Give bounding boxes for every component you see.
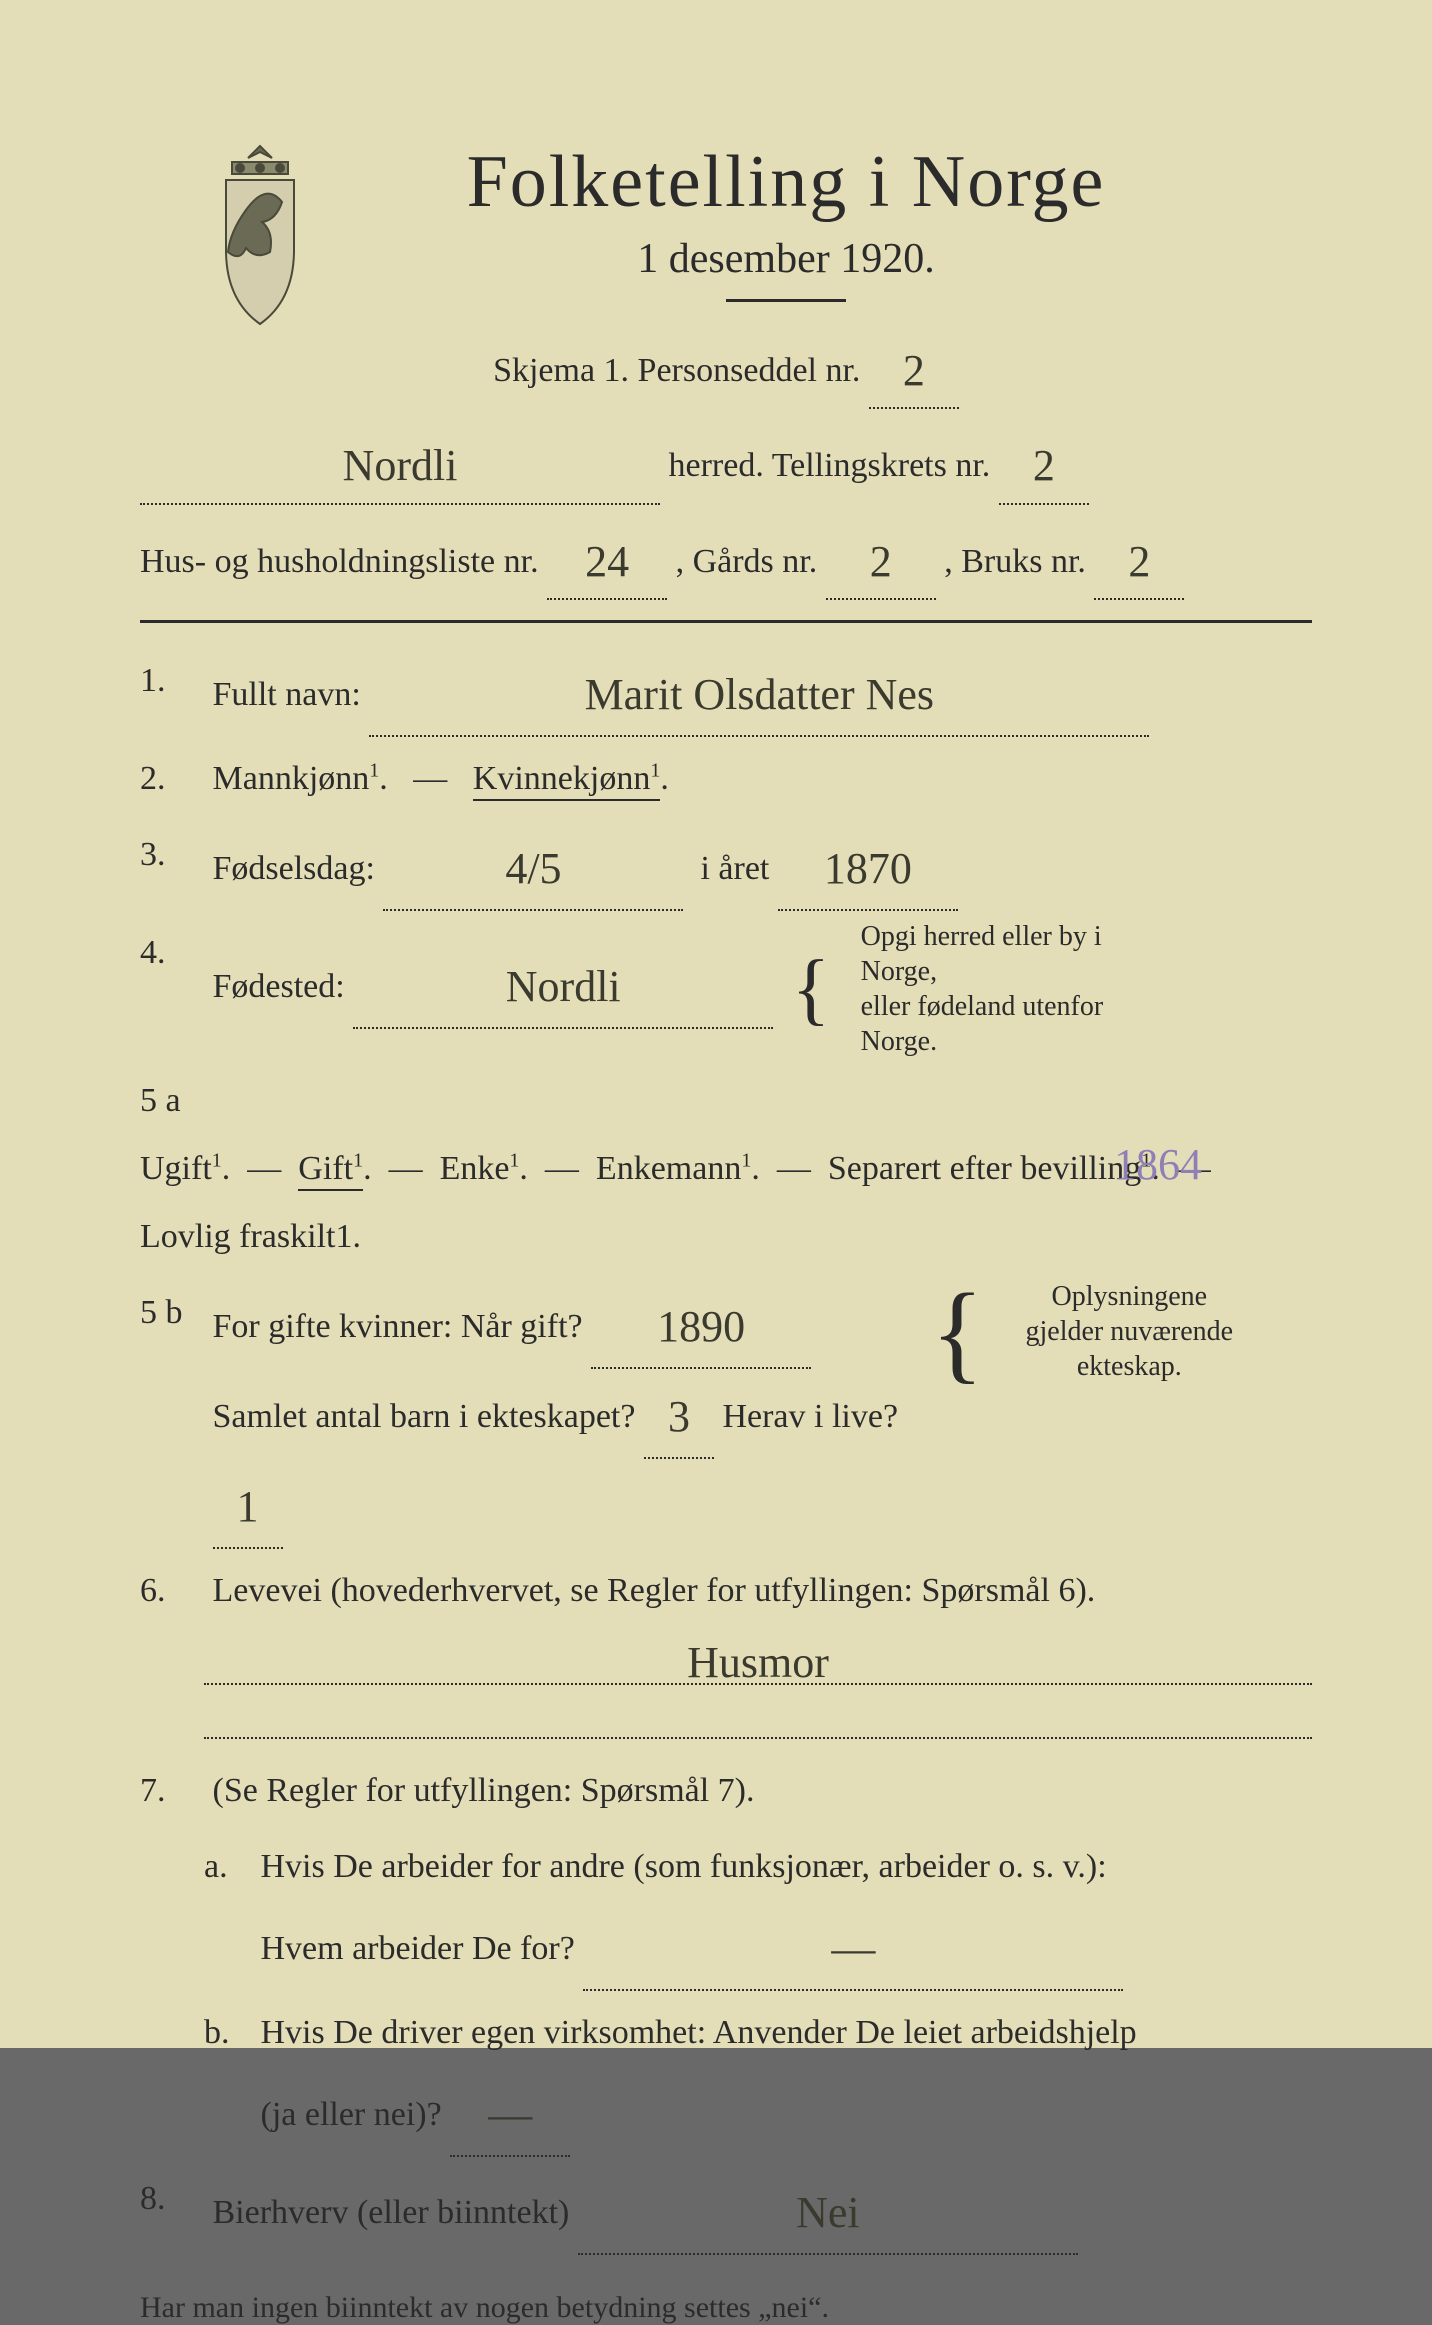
bruks-label: , Bruks nr.: [944, 543, 1086, 580]
q6-fill-blank: [204, 1687, 1312, 1739]
form-subtitle: 1 desember 1920.: [260, 235, 1312, 283]
q4: 4. Fødested: Nordli { Opgi herred eller …: [140, 919, 1312, 1059]
q7a-value: —: [831, 1924, 875, 1973]
q8-label: Bierhverv (eller biinntekt): [213, 2194, 570, 2231]
q8-num: 8.: [140, 2165, 204, 2233]
husliste-nr: 24: [585, 537, 629, 586]
brace-icon: {: [931, 1299, 984, 1365]
title-separator: [726, 299, 846, 302]
gards-label: , Gårds nr.: [676, 543, 818, 580]
q2-mann: Mannkjønn1.: [213, 760, 388, 797]
q4-note: Opgi herred eller by i Norge, eller føde…: [861, 919, 1171, 1059]
brace-icon: {: [792, 965, 830, 1013]
q3-year: 1870: [824, 844, 912, 893]
husliste-label: Hus- og husholdningsliste nr.: [140, 543, 539, 580]
q2-kvinne-selected: Kvinnekjønn1: [473, 760, 661, 801]
q6-label: Levevei (hovederhvervet, se Regler for u…: [213, 1572, 1096, 1609]
husliste-line: Hus- og husholdningsliste nr. 24 , Gårds…: [140, 517, 1312, 600]
q3: 3. Fødselsdag: 4/5 i året 1870: [140, 821, 1312, 911]
q2-num: 2.: [140, 745, 204, 813]
gards-nr: 2: [870, 537, 892, 586]
q3-num: 3.: [140, 821, 204, 889]
q5b-ilive: 1: [237, 1482, 259, 1531]
q3-label: Fødselsdag:: [213, 850, 375, 887]
q6-value: Husmor: [687, 1638, 829, 1687]
q6-num: 6.: [140, 1557, 204, 1625]
coat-of-arms-icon: [190, 140, 330, 340]
meta-block: Skjema 1. Personseddel nr. 2 Nordli herr…: [140, 326, 1312, 600]
q4-num: 4.: [140, 919, 204, 987]
q1-label: Fullt navn:: [213, 676, 361, 713]
q5a-num: 5 a: [140, 1067, 204, 1135]
q5b-barn: 3: [668, 1392, 690, 1441]
tellingskrets-nr: 2: [1033, 441, 1055, 490]
q5a-body: Ugift1. — Gift1. — Enke1. — Enkemann1. —…: [140, 1135, 1242, 1271]
q7a-body: Hvis De arbeider for andre (som funksjon…: [261, 1833, 1299, 1991]
form-header: Folketelling i Norge 1 desember 1920.: [260, 140, 1312, 302]
q7a: a. Hvis De arbeider for andre (som funks…: [140, 1833, 1312, 1991]
personseddel-nr: 2: [903, 346, 925, 395]
personseddel-label: Skjema 1. Personseddel nr.: [493, 352, 860, 389]
q7a-label: a.: [204, 1833, 252, 1901]
q3-day: 4/5: [505, 844, 561, 893]
q7: 7. (Se Regler for utfyllingen: Spørsmål …: [140, 1757, 1312, 1825]
q8-value: Nei: [796, 2188, 860, 2237]
q5b-note: Oplysningene gjelder nuværende ekteskap.: [1014, 1279, 1244, 1384]
q3-year-label: i året: [700, 850, 769, 887]
herred-value: Nordli: [343, 441, 458, 490]
q2: 2. Mannkjønn1. — Kvinnekjønn1.: [140, 745, 1312, 813]
q7b-label: b.: [204, 1999, 252, 2067]
q4-label: Fødested:: [213, 968, 345, 1005]
q4-value: Nordli: [506, 962, 621, 1011]
q5b-num: 5 b: [140, 1279, 204, 1347]
q5a: 5 a Ugift1. — Gift1. — Enke1. — Enkemann…: [140, 1067, 1312, 1271]
q2-dash: —: [413, 760, 447, 797]
census-form-page: Folketelling i Norge 1 desember 1920. Sk…: [0, 0, 1432, 2048]
footer-note: Har man ingen biinntekt av nogen betydni…: [140, 2291, 1312, 2325]
personseddel-line: Skjema 1. Personseddel nr. 2: [140, 326, 1312, 409]
q7b: b. Hvis De driver egen virksomhet: Anven…: [140, 1999, 1312, 2157]
q6-fill: Husmor: [204, 1633, 1312, 1685]
q7b-body: Hvis De driver egen virksomhet: Anvender…: [261, 1999, 1299, 2157]
purple-annotation: 1864: [1114, 1121, 1202, 1209]
q7-num: 7.: [140, 1757, 204, 1825]
q7-label: (Se Regler for utfyllingen: Spørsmål 7).: [213, 1772, 755, 1809]
q1-num: 1.: [140, 647, 204, 715]
q8: 8. Bierhverv (eller biinntekt) Nei: [140, 2165, 1312, 2255]
herred-label: herred. Tellingskrets nr.: [669, 447, 991, 484]
q6: 6. Levevei (hovederhvervet, se Regler fo…: [140, 1557, 1312, 1625]
q5b-body: For gifte kvinner: Når gift? 1890 Samlet…: [213, 1279, 913, 1549]
q5b-giftyear: 1890: [657, 1302, 745, 1351]
q5b: 5 b For gifte kvinner: Når gift? 1890 Sa…: [140, 1279, 1312, 1549]
header-rule: [140, 620, 1312, 623]
bruks-nr: 2: [1128, 537, 1150, 586]
q7b-value: —: [488, 2090, 532, 2139]
herred-line: Nordli herred. Tellingskrets nr. 2: [140, 421, 1312, 504]
form-title: Folketelling i Norge: [260, 140, 1312, 225]
q1-value: Marit Olsdatter Nes: [585, 670, 934, 719]
q1: 1. Fullt navn: Marit Olsdatter Nes: [140, 647, 1312, 737]
